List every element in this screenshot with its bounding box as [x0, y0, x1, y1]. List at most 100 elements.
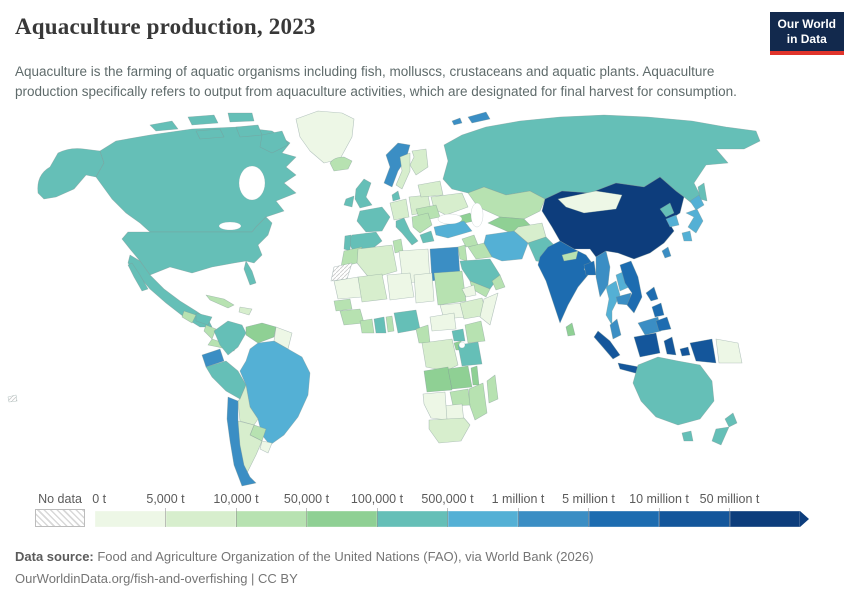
country-oman[interactable] [491, 274, 506, 291]
country-mozambique[interactable] [468, 382, 488, 421]
country-france[interactable] [356, 206, 391, 233]
country-japan[interactable] [681, 194, 705, 242]
country-uruguay[interactable] [259, 440, 273, 454]
country-belarus-baltics[interactable] [417, 180, 444, 198]
country-portugal[interactable] [343, 234, 352, 252]
country-myanmar[interactable] [595, 250, 611, 298]
country-senegal[interactable] [333, 298, 353, 312]
country-tanzania[interactable] [457, 341, 483, 367]
country-ecuador[interactable] [201, 348, 225, 368]
country-germany[interactable] [389, 198, 410, 221]
country-ghana[interactable] [373, 316, 387, 334]
country-fiji[interactable] [7, 394, 18, 403]
country-mali[interactable] [357, 273, 388, 303]
country-iceland[interactable] [329, 156, 353, 172]
country-india[interactable] [537, 240, 593, 324]
country-mauritania[interactable] [333, 276, 363, 300]
country-finland[interactable] [409, 148, 429, 176]
legend-segment[interactable] [729, 508, 800, 527]
country-balkans[interactable] [411, 212, 433, 234]
country-niger[interactable] [386, 272, 415, 301]
country-cuba[interactable] [205, 294, 235, 309]
legend-segment[interactable] [165, 508, 236, 527]
legend-tick-labels: 0 t 5,000 t 10,000 t 50,000 t 100,000 t 500,0… [92, 492, 800, 508]
legend-segment[interactable] [517, 508, 589, 527]
country-uganda[interactable] [451, 328, 466, 342]
country-malaysia-peninsula[interactable] [609, 318, 622, 340]
legend-no-data[interactable]: No data [35, 492, 85, 527]
country-chile[interactable] [226, 396, 257, 487]
country-dr-congo[interactable] [421, 338, 459, 372]
country-south-korea[interactable] [665, 214, 680, 228]
country-hispaniola[interactable] [238, 306, 253, 316]
country-thailand[interactable] [605, 280, 621, 326]
country-namibia[interactable] [422, 391, 448, 421]
country-algeria[interactable] [356, 244, 398, 280]
country-ivory-coast[interactable] [359, 318, 375, 334]
country-malaysia-borneo[interactable] [637, 316, 662, 336]
country-somalia[interactable] [479, 292, 499, 326]
legend-segment[interactable] [658, 508, 730, 527]
country-peru[interactable] [205, 360, 247, 400]
country-mexico-baja[interactable] [127, 262, 149, 292]
legend-segment[interactable] [95, 511, 166, 527]
country-honduras[interactable] [195, 312, 213, 326]
legend-segment[interactable] [306, 508, 377, 527]
country-papua-new-guinea[interactable] [715, 338, 743, 364]
country-zimbabwe[interactable] [449, 388, 471, 407]
legend-no-data-swatch[interactable] [35, 509, 85, 527]
country-south-africa[interactable] [428, 417, 471, 444]
country-tasmania[interactable] [681, 430, 694, 442]
country-svalbard[interactable] [451, 111, 491, 126]
legend-tick-label: 5 million t [562, 492, 615, 506]
owid-logo-line1: Our World [777, 17, 836, 31]
country-usa-florida[interactable] [243, 260, 257, 286]
country-greece[interactable] [419, 230, 435, 244]
country-kenya[interactable] [464, 320, 486, 344]
legend-tick-label: 50 million t [699, 492, 760, 506]
country-taiwan[interactable] [661, 246, 672, 259]
legend-no-data-label: No data [38, 492, 82, 506]
country-greenland[interactable] [295, 110, 355, 164]
country-madagascar[interactable] [486, 374, 499, 404]
legend-tick-label: 50,000 t [283, 492, 330, 506]
country-chad[interactable] [413, 272, 435, 304]
legend-segment[interactable] [376, 508, 448, 527]
country-zambia[interactable] [447, 365, 473, 390]
country-philippines[interactable] [645, 286, 672, 332]
country-malawi[interactable] [470, 365, 480, 386]
country-uk[interactable] [354, 178, 373, 209]
country-central-african-republic[interactable] [429, 312, 457, 332]
country-sri-lanka[interactable] [565, 322, 576, 337]
country-italy[interactable] [395, 217, 419, 246]
country-eritrea[interactable] [461, 284, 477, 298]
legend-bar[interactable] [95, 508, 800, 527]
country-togo-benin[interactable] [385, 315, 395, 333]
citation-line: OurWorldinData.org/fish-and-overfishing … [15, 571, 298, 587]
country-north-korea[interactable] [659, 202, 675, 218]
country-sudan[interactable] [433, 270, 467, 306]
world-choropleth-map[interactable] [0, 105, 850, 490]
country-nepal[interactable] [561, 250, 579, 262]
country-norway[interactable] [383, 142, 411, 188]
country-canada-arctic[interactable] [149, 112, 289, 154]
owid-logo[interactable]: Our World in Data [769, 12, 844, 55]
country-sweden[interactable] [395, 152, 411, 190]
country-colombia[interactable] [213, 320, 247, 356]
country-mongolia[interactable] [557, 190, 623, 214]
legend-segment[interactable] [588, 508, 659, 527]
country-alaska[interactable] [37, 148, 105, 200]
country-vietnam[interactable] [619, 260, 643, 314]
country-kazakhstan[interactable] [467, 186, 546, 220]
country-denmark[interactable] [391, 190, 401, 202]
country-angola[interactable] [423, 366, 453, 393]
country-venezuela[interactable] [245, 322, 277, 344]
legend-segment[interactable] [447, 508, 518, 527]
country-guatemala[interactable] [181, 310, 197, 324]
country-new-zealand[interactable] [711, 412, 738, 446]
country-australia[interactable] [632, 356, 715, 426]
legend-segment[interactable] [235, 508, 307, 527]
country-levant[interactable] [457, 244, 468, 262]
country-ireland[interactable] [343, 195, 355, 208]
legend-tick-mark [517, 508, 519, 527]
